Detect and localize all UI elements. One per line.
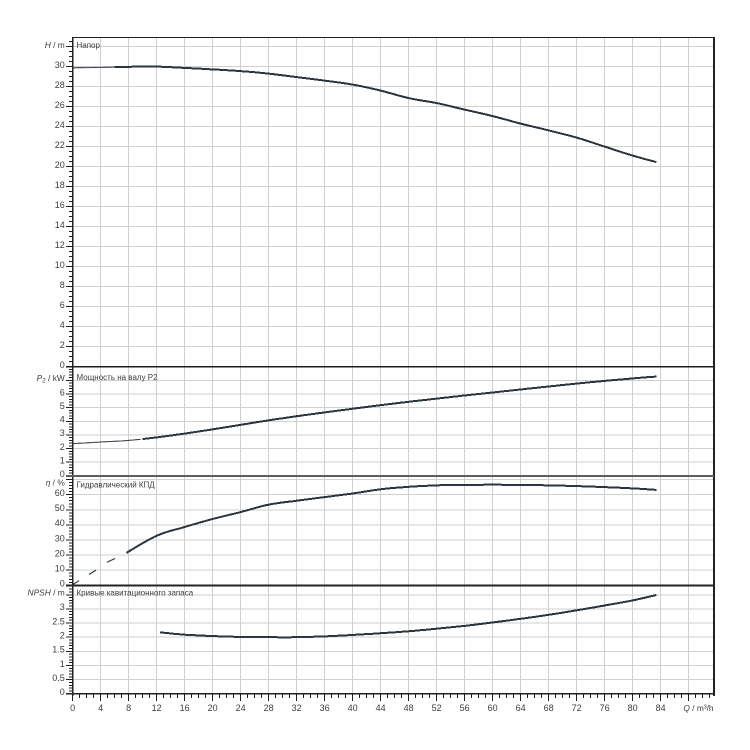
svg-text:6: 6	[60, 387, 65, 397]
svg-text:3: 3	[60, 428, 65, 438]
svg-text:5: 5	[60, 401, 65, 411]
svg-text:36: 36	[320, 703, 330, 713]
svg-text:12: 12	[55, 240, 65, 250]
svg-text:Кривые кавитационного запаса: Кривые кавитационного запаса	[77, 588, 194, 597]
svg-text:8: 8	[60, 280, 65, 290]
svg-text:20: 20	[208, 703, 218, 713]
svg-text:10: 10	[55, 260, 65, 270]
svg-text:56: 56	[460, 703, 470, 713]
svg-text:2: 2	[60, 442, 65, 452]
svg-text:10: 10	[55, 564, 65, 574]
svg-text:6: 6	[60, 300, 65, 310]
svg-text:4: 4	[60, 320, 65, 330]
svg-text:28: 28	[55, 80, 65, 90]
svg-text:40: 40	[55, 518, 65, 528]
svg-text:0: 0	[60, 579, 65, 589]
svg-text:48: 48	[404, 703, 414, 713]
svg-text:0: 0	[60, 687, 65, 697]
svg-text:30: 30	[55, 533, 65, 543]
svg-text:50: 50	[55, 503, 65, 513]
svg-text:44: 44	[376, 703, 386, 713]
svg-text:14: 14	[55, 220, 65, 230]
svg-text:1.5: 1.5	[52, 645, 65, 655]
svg-text:Напор: Напор	[77, 41, 101, 50]
svg-text:72: 72	[572, 703, 582, 713]
svg-text:2.5: 2.5	[52, 616, 65, 626]
svg-text:8: 8	[126, 703, 131, 713]
svg-text:0: 0	[60, 469, 65, 479]
svg-text:0: 0	[60, 360, 65, 370]
svg-text:4: 4	[60, 415, 65, 425]
svg-text:0: 0	[70, 703, 75, 713]
svg-text:2: 2	[60, 631, 65, 641]
svg-text:3: 3	[60, 602, 65, 612]
svg-text:22: 22	[55, 140, 65, 150]
svg-text:26: 26	[55, 100, 65, 110]
svg-text:52: 52	[432, 703, 442, 713]
svg-text:28: 28	[264, 703, 274, 713]
svg-text:Гидравлический КПД: Гидравлический КПД	[77, 481, 156, 490]
svg-text:1: 1	[60, 659, 65, 669]
svg-text:84: 84	[656, 703, 666, 713]
svg-text:16: 16	[180, 703, 190, 713]
svg-text:20: 20	[55, 160, 65, 170]
svg-text:80: 80	[628, 703, 638, 713]
svg-text:16: 16	[55, 200, 65, 210]
svg-text:30: 30	[55, 60, 65, 70]
svg-text:12: 12	[152, 703, 162, 713]
svg-text:20: 20	[55, 548, 65, 558]
svg-text:18: 18	[55, 180, 65, 190]
svg-text:Мощность на валу P2: Мощность на валу P2	[77, 373, 159, 382]
svg-text:24: 24	[55, 120, 65, 130]
svg-text:H / m: H / m	[45, 40, 65, 50]
svg-text:2: 2	[60, 340, 65, 350]
svg-text:η / %: η / %	[46, 478, 66, 488]
svg-text:24: 24	[236, 703, 246, 713]
svg-text:P2 / kW: P2 / kW	[37, 373, 65, 385]
svg-text:32: 32	[292, 703, 302, 713]
svg-text:60: 60	[488, 703, 498, 713]
svg-text:Q / m³/h: Q / m³/h	[683, 703, 714, 713]
svg-text:68: 68	[544, 703, 554, 713]
svg-text:NPSH / m: NPSH / m	[28, 588, 65, 598]
svg-text:40: 40	[348, 703, 358, 713]
svg-text:64: 64	[516, 703, 526, 713]
svg-text:60: 60	[55, 488, 65, 498]
svg-text:4: 4	[98, 703, 103, 713]
svg-text:0.5: 0.5	[52, 673, 65, 683]
svg-text:76: 76	[600, 703, 610, 713]
svg-text:1: 1	[60, 456, 65, 466]
